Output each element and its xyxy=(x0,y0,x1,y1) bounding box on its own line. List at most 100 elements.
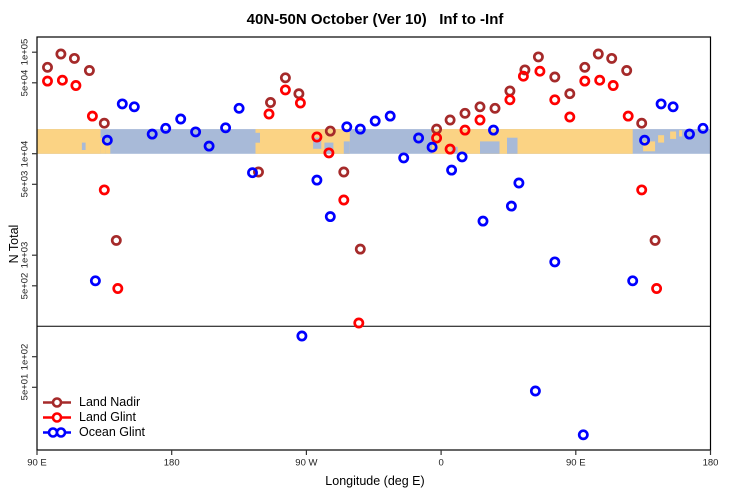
point-ocean-glint xyxy=(324,211,336,223)
point-ocean-glint xyxy=(667,101,679,113)
point-land-glint xyxy=(294,97,306,109)
point-ocean-glint xyxy=(128,101,140,113)
point-land-glint xyxy=(517,70,529,82)
point-land-glint xyxy=(353,317,365,329)
point-land-glint xyxy=(98,184,110,196)
point-land-nadir xyxy=(649,234,661,246)
point-land-nadir xyxy=(324,125,336,137)
point-land-nadir xyxy=(606,52,618,64)
point-land-glint xyxy=(564,111,576,123)
map-band-patch xyxy=(480,141,500,154)
point-ocean-glint xyxy=(456,151,468,163)
point-land-glint xyxy=(474,114,486,126)
point-land-nadir xyxy=(564,88,576,100)
point-land-nadir xyxy=(621,65,633,76)
point-land-nadir xyxy=(253,166,264,178)
point-land-nadir xyxy=(549,71,561,83)
point-land-glint xyxy=(607,80,619,91)
point-ocean-glint xyxy=(354,123,366,135)
point-land-glint xyxy=(70,80,82,91)
point-land-glint xyxy=(338,194,350,206)
point-ocean-glint xyxy=(311,174,323,186)
point-ocean-glint xyxy=(505,200,517,212)
point-ocean-glint xyxy=(101,134,113,146)
point-ocean-glint xyxy=(488,124,499,136)
point-ocean-glint xyxy=(577,429,589,441)
point-ocean-glint xyxy=(529,385,541,397)
map-band-patch xyxy=(507,137,518,154)
point-land-glint xyxy=(56,74,68,86)
point-land-nadir xyxy=(42,61,53,73)
point-land-glint xyxy=(279,84,291,96)
point-land-nadir xyxy=(279,72,291,84)
point-land-glint xyxy=(534,65,546,77)
point-land-nadir xyxy=(110,234,122,246)
map-band-patch xyxy=(643,141,656,152)
point-ocean-glint xyxy=(697,122,709,134)
point-land-glint xyxy=(86,110,98,122)
map-band-patch xyxy=(679,130,683,137)
point-land-nadir xyxy=(459,107,471,119)
point-land-nadir xyxy=(354,243,366,255)
map-band-patch xyxy=(255,132,260,143)
point-land-nadir xyxy=(592,48,604,60)
point-ocean-glint xyxy=(146,128,158,140)
point-land-nadir xyxy=(504,85,516,97)
point-ocean-glint xyxy=(426,141,438,153)
map-band-patch xyxy=(313,137,322,149)
point-ocean-glint xyxy=(89,275,101,287)
point-ocean-glint xyxy=(398,152,410,164)
point-land-glint xyxy=(549,94,561,106)
point-ocean-glint xyxy=(639,134,651,146)
point-ocean-glint xyxy=(220,122,232,134)
point-land-nadir xyxy=(519,64,531,76)
point-ocean-glint xyxy=(446,164,458,176)
point-land-nadir xyxy=(55,48,67,60)
map-band-patch xyxy=(343,141,350,154)
point-land-glint xyxy=(311,131,323,143)
point-ocean-glint xyxy=(477,215,489,227)
point-land-nadir xyxy=(532,51,544,63)
point-land-nadir xyxy=(474,101,486,113)
map-band-patch xyxy=(100,137,106,154)
point-ocean-glint xyxy=(296,330,308,342)
point-ocean-glint xyxy=(513,177,525,189)
point-ocean-glint xyxy=(384,110,396,122)
point-land-glint xyxy=(651,283,663,294)
point-land-nadir xyxy=(293,88,305,100)
point-ocean-glint xyxy=(549,256,561,268)
point-land-glint xyxy=(579,75,591,87)
point-land-glint xyxy=(323,147,335,159)
map-band-patch xyxy=(670,131,677,139)
point-land-glint xyxy=(636,184,648,196)
point-land-nadir xyxy=(579,61,591,73)
point-ocean-glint xyxy=(413,132,425,144)
point-land-glint xyxy=(504,94,516,106)
point-land-glint xyxy=(622,110,634,122)
point-land-glint xyxy=(112,283,124,294)
point-ocean-glint xyxy=(341,121,353,133)
point-land-nadir xyxy=(98,117,110,129)
point-land-nadir xyxy=(444,114,456,126)
point-ocean-glint xyxy=(175,113,187,125)
map-band-land xyxy=(37,129,101,154)
point-land-glint xyxy=(594,74,606,86)
map-band-patch xyxy=(658,135,665,143)
point-land-glint xyxy=(263,108,275,120)
point-land-nadir xyxy=(338,166,350,178)
point-ocean-glint xyxy=(116,98,128,110)
point-land-nadir xyxy=(636,117,648,129)
map-band-patch xyxy=(105,145,111,154)
point-land-nadir xyxy=(83,65,95,76)
point-ocean-glint xyxy=(627,275,639,287)
point-ocean-glint xyxy=(247,167,258,179)
point-ocean-glint xyxy=(684,128,695,140)
map-band-patch xyxy=(81,142,86,150)
map-band-land xyxy=(255,129,350,154)
point-land-glint xyxy=(431,132,443,144)
plot-frame xyxy=(36,36,712,451)
point-ocean-glint xyxy=(655,98,667,110)
point-ocean-glint xyxy=(233,102,245,114)
